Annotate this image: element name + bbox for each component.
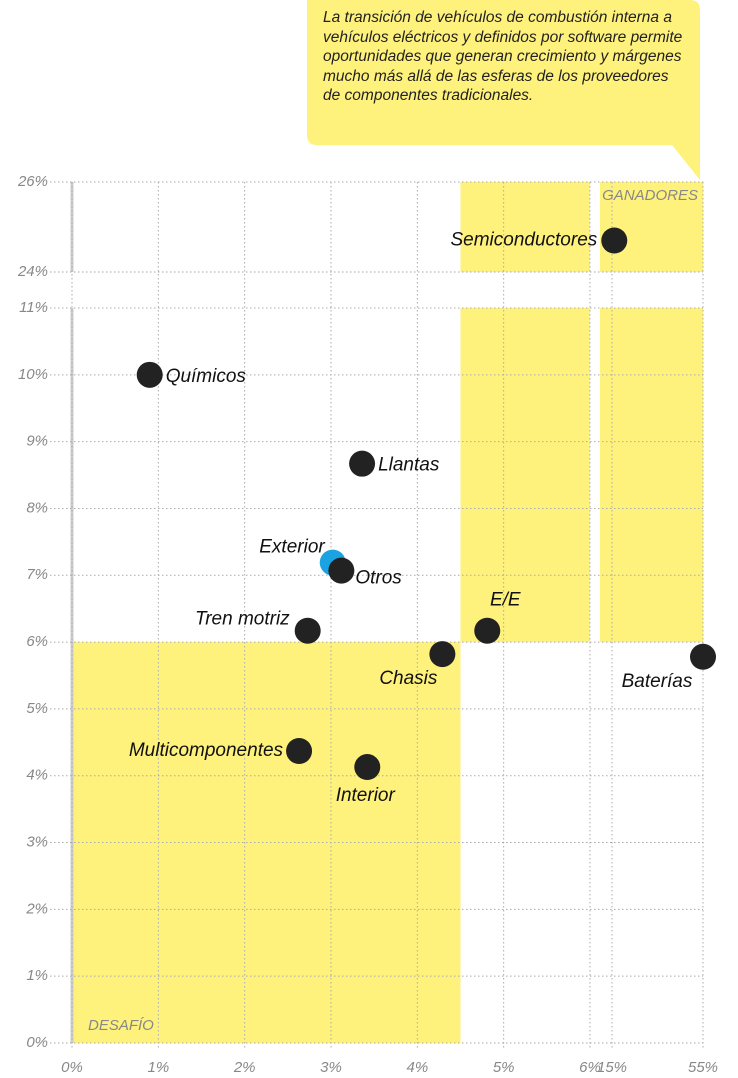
x-tick-label: 55% — [688, 1059, 718, 1076]
quadrant-winners — [460, 308, 590, 643]
point — [286, 738, 313, 765]
point-label: Exterior — [259, 537, 325, 558]
point — [349, 450, 376, 477]
x-tick-label: 2% — [233, 1059, 256, 1076]
y-tick-label: 11% — [19, 299, 48, 316]
x-tick-label: 1% — [147, 1059, 169, 1076]
quadrant-label: GANADORES — [602, 187, 698, 204]
point-label: Interior — [336, 785, 396, 806]
y-tick-label: 0% — [26, 1034, 48, 1051]
y-tick-label: 1% — [26, 967, 48, 984]
point-label: E/E — [490, 590, 521, 611]
quadrant-winners — [460, 182, 590, 272]
x-tick-label: 0% — [61, 1059, 83, 1076]
quadrant-winners — [600, 182, 703, 272]
y-tick-label: 24% — [17, 263, 48, 280]
y-tick-label: 9% — [26, 433, 48, 450]
y-tick-label: 6% — [26, 633, 48, 650]
y-tick-label: 8% — [26, 499, 48, 516]
x-tick-label: 5% — [493, 1059, 515, 1076]
point — [136, 361, 163, 388]
y-tick-label: 7% — [26, 566, 48, 583]
y-tick-label: 4% — [26, 767, 48, 784]
x-tick-label: 15% — [597, 1059, 627, 1076]
annotation: La transición de vehículos de combustión… — [323, 9, 683, 104]
point — [429, 641, 456, 668]
point-label: Semiconductores — [450, 230, 597, 251]
x-tick-label: 4% — [406, 1059, 428, 1076]
y-tick-label: 26% — [17, 173, 48, 190]
point-label: Otros — [355, 568, 402, 589]
y-tick-label: 10% — [18, 366, 48, 383]
point-label: Químicos — [166, 366, 247, 387]
quadrant-label: DESAFÍO — [88, 1017, 154, 1034]
point-label: Llantas — [378, 455, 440, 476]
point-label: Multicomponentes — [129, 740, 284, 761]
point — [354, 754, 381, 781]
x-tick-label: 3% — [320, 1059, 342, 1076]
callout-bubble — [307, 0, 700, 180]
point-label: Tren motriz — [195, 609, 290, 630]
quadrant-winners — [600, 308, 703, 643]
point-label: Chasis — [379, 668, 438, 689]
y-tick-label: 5% — [26, 700, 48, 717]
point — [328, 557, 355, 584]
y-tick-label: 2% — [25, 900, 48, 917]
point-label: Baterías — [622, 671, 693, 692]
point — [474, 617, 501, 644]
point — [294, 617, 321, 644]
y-tick-label: 3% — [26, 834, 48, 851]
x-tick-label: 6% — [579, 1059, 601, 1076]
point — [690, 643, 716, 670]
point — [601, 227, 628, 254]
